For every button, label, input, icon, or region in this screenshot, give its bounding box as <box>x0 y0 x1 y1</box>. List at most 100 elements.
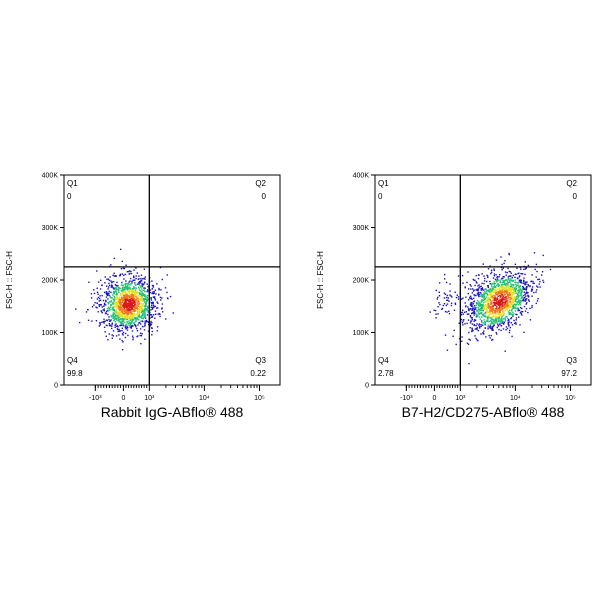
event-dot <box>482 324 484 326</box>
event-dot <box>477 314 479 316</box>
event-dot <box>508 253 510 256</box>
event-dot <box>511 324 514 326</box>
event-dot <box>486 293 489 296</box>
event-dot <box>513 313 515 315</box>
event-dot <box>129 303 132 305</box>
event-dot <box>524 300 526 302</box>
event-dot <box>490 284 493 286</box>
event-dot <box>483 313 485 315</box>
event-dot <box>116 303 119 305</box>
event-dot <box>531 286 534 288</box>
event-dot <box>112 307 114 309</box>
event-dot <box>138 303 140 305</box>
event-dot <box>523 305 526 308</box>
event-dot <box>121 339 123 342</box>
event-dot <box>491 295 493 298</box>
event-dot <box>507 319 509 322</box>
event-dot <box>155 293 157 295</box>
event-dot <box>504 301 506 304</box>
event-dot <box>502 295 504 297</box>
event-dot <box>133 298 135 300</box>
event-dot <box>508 270 510 273</box>
event-dot <box>117 314 119 317</box>
event-dot <box>527 283 529 286</box>
event-dot <box>127 315 129 317</box>
event-dot <box>141 294 143 296</box>
event-dot <box>118 301 121 303</box>
event-dot <box>484 322 486 324</box>
event-dot <box>493 315 495 317</box>
event-dot <box>136 302 139 304</box>
event-dot <box>468 338 470 340</box>
event-dot <box>489 303 491 305</box>
event-dot <box>108 294 110 297</box>
event-dot <box>480 288 482 290</box>
event-dot <box>117 318 119 320</box>
event-dot <box>444 273 446 276</box>
event-dot <box>501 294 503 296</box>
event-dot <box>123 274 125 276</box>
event-dot <box>135 320 137 322</box>
event-dot <box>490 323 492 325</box>
event-dot <box>134 314 137 316</box>
event-dot <box>491 282 493 285</box>
event-dot <box>489 337 491 339</box>
event-dot <box>527 291 529 294</box>
event-dot <box>135 284 137 287</box>
event-dot <box>119 275 121 277</box>
event-dot <box>512 295 514 297</box>
event-dot <box>483 301 485 303</box>
event-dot <box>159 315 161 318</box>
event-dot <box>473 308 475 311</box>
event-dot <box>144 309 146 311</box>
event-dot <box>441 308 443 310</box>
event-dot <box>166 274 168 276</box>
event-dot <box>504 280 506 282</box>
event-dot <box>110 291 112 293</box>
event-dot <box>524 293 526 296</box>
event-dot <box>517 284 520 286</box>
event-dot <box>523 291 525 293</box>
event-dot <box>455 343 457 346</box>
event-dot <box>484 297 487 300</box>
event-dot <box>121 260 123 263</box>
event-dot <box>139 289 141 292</box>
event-dot <box>149 301 151 303</box>
event-dot <box>496 317 498 319</box>
event-dot <box>137 335 139 337</box>
plot-frame <box>374 174 592 386</box>
event-dot <box>113 272 115 274</box>
event-dot <box>515 317 518 319</box>
event-dot <box>124 287 126 289</box>
event-dot <box>485 289 488 291</box>
event-dot <box>492 309 494 311</box>
event-dot <box>109 320 112 322</box>
event-dot <box>128 291 130 294</box>
event-dot <box>103 322 105 324</box>
event-dot <box>533 282 535 285</box>
event-dot <box>519 302 521 305</box>
event-dot <box>457 298 460 300</box>
event-dot <box>491 308 493 311</box>
event-dot <box>477 303 480 305</box>
event-dot <box>126 314 129 316</box>
event-dot <box>147 311 149 314</box>
event-dot <box>487 276 489 279</box>
event-dot <box>131 330 134 332</box>
event-dot <box>150 297 152 300</box>
event-dot <box>487 311 489 314</box>
event-dot <box>136 313 138 315</box>
event-dot <box>490 313 492 315</box>
event-dot <box>134 293 137 296</box>
event-dot <box>149 325 151 327</box>
event-dot <box>146 305 148 307</box>
event-dot <box>121 289 124 291</box>
event-dot <box>501 284 503 287</box>
event-dot <box>491 300 493 303</box>
event-dot <box>494 296 496 298</box>
event-dot <box>473 294 475 296</box>
event-dot <box>492 325 494 327</box>
event-dot <box>499 309 502 311</box>
event-dot <box>141 313 144 315</box>
event-dot <box>449 294 451 296</box>
